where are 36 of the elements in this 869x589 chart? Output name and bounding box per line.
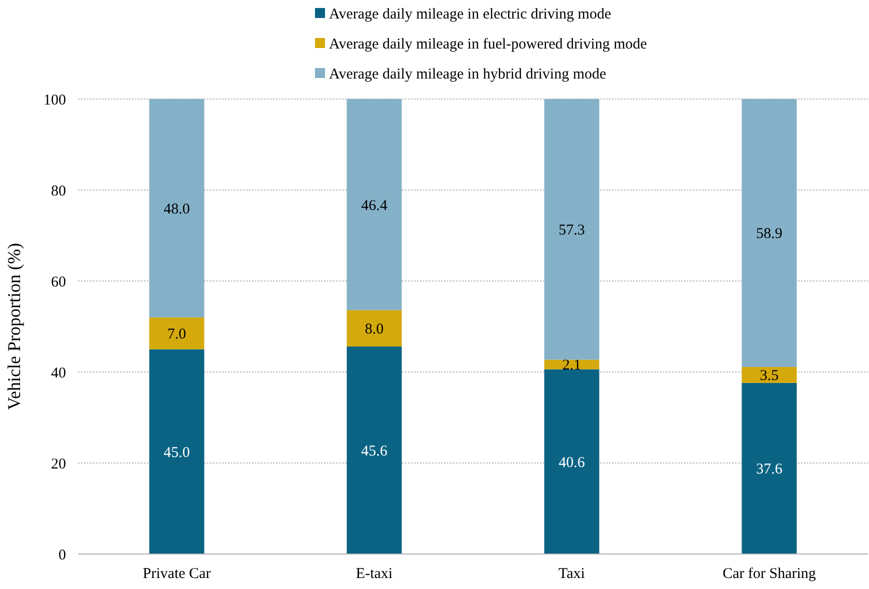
data-label: 40.6: [558, 454, 586, 471]
y-tick-label: 100: [44, 92, 66, 108]
data-label: 57.3: [558, 222, 585, 239]
bar: [149, 99, 204, 318]
data-label: 3.5: [760, 368, 779, 384]
data-label: 46.4: [361, 198, 388, 214]
y-tick-label: 40: [51, 365, 66, 382]
bar: [346, 346, 402, 554]
y-axis-title: Vehicle Proportion (%): [4, 243, 24, 410]
bar: [544, 99, 600, 360]
y-tick-label: 20: [51, 456, 66, 472]
data-label: 58.9: [756, 226, 782, 242]
data-label: 48.0: [164, 201, 190, 218]
data-label: 45.0: [164, 444, 190, 461]
data-label: 8.0: [364, 322, 384, 338]
bar: [742, 382, 797, 554]
data-label: 37.6: [756, 462, 783, 478]
data-label: 45.6: [361, 444, 388, 460]
x-tick-label: Car for Sharing: [722, 566, 816, 582]
y-tick-label: 0: [58, 547, 66, 564]
bar: [346, 99, 402, 310]
bar: [149, 349, 204, 554]
data-label: 7.0: [167, 326, 186, 343]
x-tick-label: E-taxi: [356, 566, 393, 582]
y-tick-label: 60: [51, 274, 66, 290]
legend-label: Average daily mileage in fuel-powered driving mode: [329, 36, 648, 52]
x-tick-label: Private Car: [142, 566, 211, 582]
legend-label: Average daily mileage in hybrid driving mode: [329, 66, 606, 82]
bar: [742, 366, 797, 383]
legend-label: Average daily mileage in electric driving mode: [329, 6, 612, 22]
x-tick-label: Taxi: [558, 566, 585, 582]
y-tick-label: 80: [51, 183, 66, 200]
bar: [346, 310, 402, 347]
bar: [742, 99, 797, 367]
bar: [544, 369, 600, 554]
bar: [149, 317, 204, 350]
